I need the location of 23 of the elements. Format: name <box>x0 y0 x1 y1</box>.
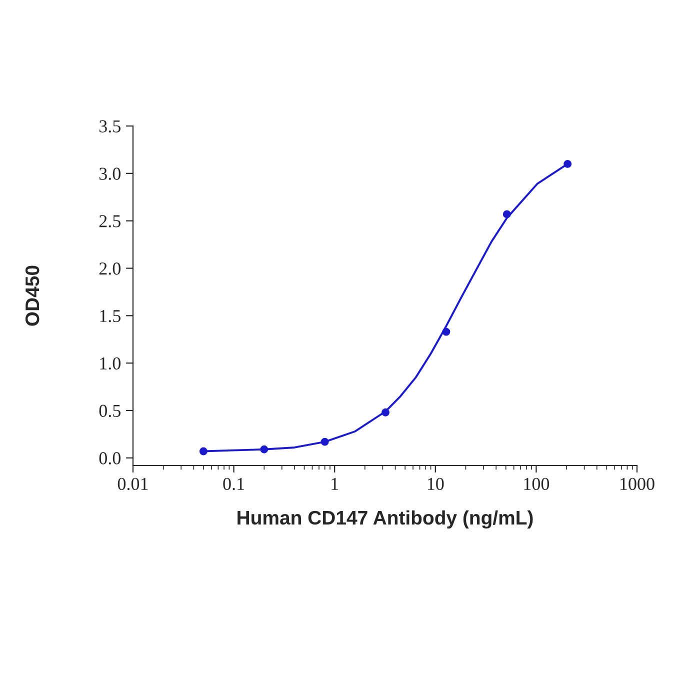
y-axis-title: OD450 <box>25 266 40 326</box>
x-axis-title: Human CD147 Antibody (ng/mL) <box>238 510 533 529</box>
y-tick-label: 0.0 <box>99 452 121 464</box>
point <box>260 445 268 454</box>
point <box>199 447 208 456</box>
point <box>320 438 329 446</box>
point <box>442 328 450 336</box>
x-tick-label: 100 <box>524 478 550 490</box>
y-tick-label: 1.0 <box>100 357 121 370</box>
x-tick-label: 0.1 <box>223 478 244 490</box>
y-tick-label: 1.5 <box>100 310 120 322</box>
point <box>564 160 572 168</box>
y-tick-label: 3.0 <box>99 168 121 180</box>
y-tick-label: 3.5 <box>99 120 120 133</box>
y-tick-label: 2.0 <box>99 262 121 275</box>
y-tick-label: 2.5 <box>99 215 120 228</box>
x-tick-label: 1 <box>332 478 338 490</box>
point <box>382 408 390 416</box>
x-tick-label: 10 <box>428 478 444 490</box>
x-tick-label: 1000 <box>620 478 654 490</box>
y-tick-label: 0.5 <box>99 404 120 418</box>
point <box>502 210 511 218</box>
x-tick-label: 0.01 <box>118 478 148 490</box>
